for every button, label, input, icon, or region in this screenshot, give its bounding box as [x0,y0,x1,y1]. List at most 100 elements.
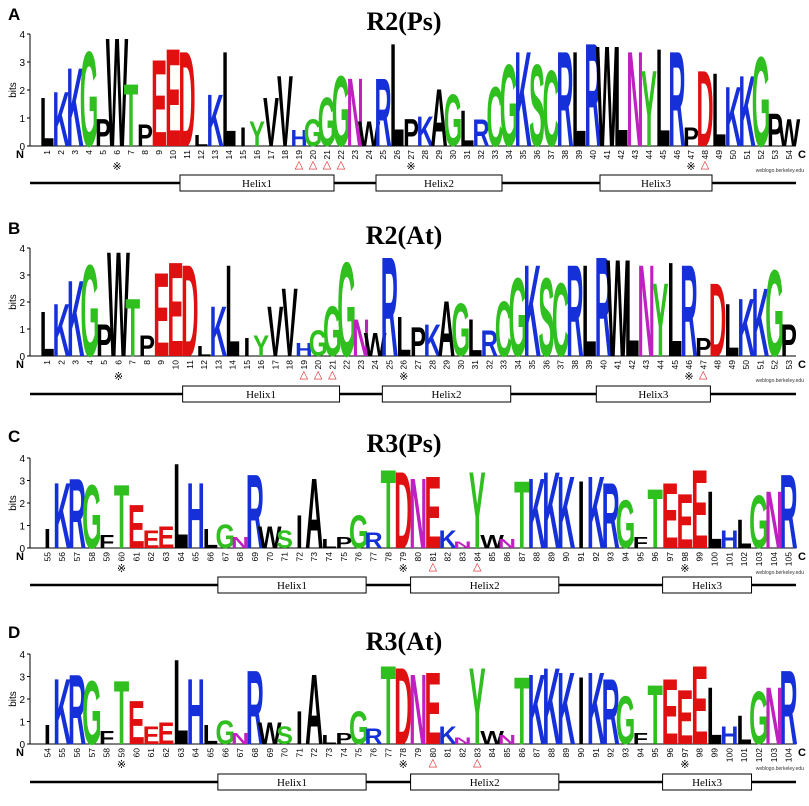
position-label: 79 [398,552,408,562]
y-axis-label: bits [8,495,19,511]
logo-letter: G [349,506,369,558]
svg-text:T: T [114,468,129,569]
position-label: 65 [205,748,215,758]
svg-text:H: H [187,659,205,764]
svg-text:L: L [390,13,404,178]
svg-text:G: G [749,480,769,564]
svg-text:G: G [349,506,369,558]
panel-title: R3(Ps) [366,429,441,458]
svg-text:T: T [381,447,396,573]
logo-letter: G [749,676,769,760]
helix-label: Helix2 [424,178,454,190]
position-label: 49 [714,150,724,160]
logo-letter: T [381,643,396,769]
logo-letter: D [696,48,713,170]
svg-text:G: G [216,714,236,752]
logo-letter: E [165,21,181,177]
logo-letter: N [346,58,363,167]
position-label: 53 [784,360,794,370]
tryptophan-mark: ※ [117,563,126,575]
tryptophan-mark: ※ [399,371,408,383]
position-label: 10 [168,150,178,160]
svg-text:G: G [332,55,350,168]
svg-text:E: E [153,249,169,382]
svg-text:R: R [481,322,499,365]
n-terminus-label: N [16,747,24,759]
svg-text:K: K [439,526,457,554]
logo-letter: K [587,651,605,766]
position-label: 43 [641,360,651,370]
svg-text:W: W [107,221,130,389]
svg-text:I: I [243,333,250,362]
svg-text:F: F [633,731,648,748]
position-label: 30 [448,150,458,160]
logo-letter: L [222,23,236,175]
svg-text:N: N [453,736,471,746]
svg-text:K: K [528,459,546,570]
position-label: 101 [724,552,734,566]
position-label: 74 [324,552,334,562]
logo-letter: T [514,460,529,568]
logo-letter: A [305,459,323,570]
svg-text:W: W [358,116,381,155]
y-tick-label: 0 [19,142,25,153]
svg-text:N: N [498,537,516,551]
logo-letter: G [349,702,369,754]
svg-text:S: S [538,255,554,381]
position-label: 33 [490,150,500,160]
svg-text:K: K [439,722,457,750]
logo-letter: L [707,671,722,762]
logo-letter: V [267,293,283,372]
position-label: 31 [470,360,480,370]
position-label: 43 [630,150,640,160]
logo-letter: T [114,664,129,765]
position-label: 16 [252,150,262,160]
svg-text:R: R [602,463,620,568]
helix-label: Helix2 [470,580,500,592]
logo-letter: H [720,526,738,554]
logo-letter: K [514,23,531,175]
position-label: 34 [504,150,514,160]
svg-text:G: G [323,293,342,372]
svg-text:I: I [44,523,51,555]
svg-text:R: R [584,13,601,178]
svg-text:G: G [349,702,369,754]
logo-letter: L [572,23,586,175]
svg-text:G: G [318,84,336,162]
position-label: 66 [220,748,230,758]
logo-letter: L [321,733,336,747]
svg-text:N: N [765,671,783,762]
logo-letter: E [662,463,679,568]
svg-text:T: T [381,643,396,769]
logo-letter: E [167,233,183,385]
svg-text:P: P [95,111,111,154]
svg-text:C: C [542,48,559,170]
svg-text:L: L [582,238,597,384]
helix-box: Helix3 [662,576,753,594]
position-label: 71 [294,748,304,758]
logo-letter: H [290,125,307,151]
svg-text:N: N [231,731,249,748]
helix-box: Helix1 [217,773,367,791]
logo-letter: T [514,656,529,764]
position-label: 80 [413,552,423,562]
svg-text:N: N [638,238,655,384]
svg-text:K: K [528,655,546,766]
logo-letter: E [153,249,169,382]
svg-text:S: S [276,722,293,750]
svg-text:E: E [151,33,167,172]
svg-text:A: A [305,459,323,570]
y-tick-label: 0 [19,740,25,751]
position-label: 38 [560,150,570,160]
logo-letter: Y [253,328,269,362]
logo-letter: G [80,23,98,175]
position-label: 82 [457,748,467,758]
logo-letter: G [749,480,769,564]
weblogo-credit: weblogo.berkeley.edu [756,766,804,772]
logo-letter: R [68,655,86,766]
logo-letter: R [481,322,499,365]
logo-letter: S [276,526,293,554]
position-label: 35 [527,360,537,370]
svg-text:D: D [709,262,726,379]
position-label: 83 [472,748,482,758]
